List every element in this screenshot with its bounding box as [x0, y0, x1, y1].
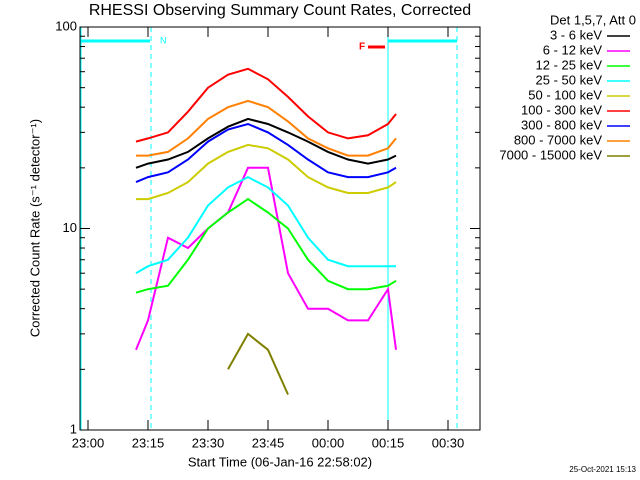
y-axis-title: Corrected Count Rate (s⁻¹ detector⁻¹): [27, 119, 42, 337]
annotation: N: [160, 35, 167, 45]
series-line: [135, 67, 397, 143]
x-tick-label: 00:00: [312, 435, 345, 450]
series-line: [135, 117, 397, 169]
series-line: [136, 99, 397, 157]
x-tick-label: 23:00: [72, 435, 105, 450]
x-tick-label: 00:30: [432, 435, 465, 450]
legend-label: 100 - 300 keV: [521, 102, 602, 117]
series-line: [227, 332, 289, 395]
attenuator-markers: [80, 27, 458, 430]
legend-label: 300 - 800 keV: [521, 117, 602, 132]
series-line: [135, 175, 396, 275]
y-tick-label: 10: [63, 220, 77, 235]
x-tick-label: 00:15: [372, 435, 405, 450]
x-tick-label: 23:45: [252, 435, 285, 450]
series-line: [135, 122, 397, 184]
series-line: [135, 166, 397, 351]
x-axis-title: Start Time (06-Jan-16 22:58:02): [188, 454, 372, 469]
legend-label: 6 - 12 keV: [543, 42, 603, 57]
legend-title: Det 1,5,7, Att 0: [550, 12, 636, 27]
legend-label: 3 - 6 keV: [550, 27, 602, 42]
legend-label: 25 - 50 keV: [536, 72, 603, 87]
footer: 25-Oct-2021 15:13: [569, 465, 636, 474]
chart-title: RHESSI Observing Summary Count Rates, Co…: [89, 2, 471, 19]
annotation: F: [359, 42, 365, 53]
legend-label: 50 - 100 keV: [528, 87, 602, 102]
legend-label: 800 - 7000 keV: [514, 132, 603, 147]
series-line: [135, 197, 397, 294]
series-line: [136, 143, 397, 201]
y-tick-label: 1: [70, 421, 77, 436]
legend-label: 12 - 25 keV: [536, 57, 603, 72]
y-tick-label: 100: [55, 18, 77, 33]
x-tick-label: 23:15: [132, 435, 165, 450]
x-tick-label: 23:30: [192, 435, 225, 450]
legend-label: 7000 - 15000 keV: [499, 147, 602, 162]
